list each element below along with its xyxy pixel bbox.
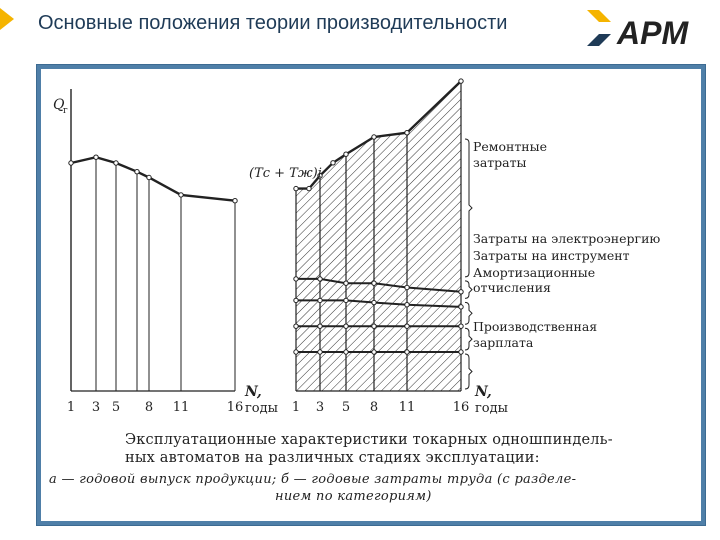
x-tick-label: 1: [292, 400, 300, 415]
data-point: [317, 276, 323, 282]
data-point: [293, 185, 299, 192]
x-axis-label: N,: [474, 384, 492, 400]
y-axis-label: Q: [53, 97, 65, 113]
category-label-wages: зарплата: [473, 335, 534, 350]
boundary-electricity: [296, 277, 462, 293]
data-point: [317, 323, 323, 329]
data-point: [146, 174, 152, 181]
data-point: [371, 349, 377, 355]
data-point: [113, 160, 119, 166]
data-point: [404, 302, 410, 308]
data-point: [404, 349, 410, 355]
caption-main-line-1: Эксплуатационные характеристики токарных…: [125, 432, 613, 448]
x-tick-label: 3: [316, 400, 324, 415]
boundary-tools: [296, 299, 462, 308]
data-point: [458, 78, 464, 84]
category-label-amortization: отчисления: [473, 280, 551, 295]
bracket-electricity: [464, 280, 473, 299]
x-tick-label: 8: [370, 400, 378, 415]
x-axis-label-unit: годы: [245, 401, 278, 416]
data-point: [371, 280, 377, 286]
category-label-tools: Затраты на инструмент: [473, 248, 630, 263]
bracket-wages: [464, 353, 473, 390]
x-tick-label: 5: [112, 400, 120, 415]
annotation-label: (Tс + Tж)i: [249, 166, 322, 181]
cost-area-hatch: [296, 81, 461, 391]
caption-legend-line-1: а — годовой выпуск продукции; б — годовы…: [49, 472, 577, 487]
x-axis-label-unit: годы: [475, 401, 508, 416]
logo-chevron-lower: [587, 34, 611, 46]
x-tick-label: 5: [342, 400, 350, 415]
chart-annual-output: Qг 1 3 5 8 11 16N,годы: [53, 89, 278, 416]
chart-labor-costs: (Tс + Tж)i 1 3 5 8 11 16 N,годы Ремонтныезатраты…: [249, 78, 660, 416]
apm-logo: APM: [587, 10, 689, 50]
boundary-repair: [296, 80, 462, 190]
data-point: [317, 173, 323, 179]
figure-caption: Эксплуатационные характеристики токарных…: [43, 431, 699, 505]
data-point: [93, 154, 99, 160]
data-point: [330, 160, 336, 166]
x-tick-label: 11: [173, 400, 190, 415]
data-point: [293, 323, 299, 329]
y-axis-label-subscript: г: [63, 106, 68, 116]
data-point: [404, 284, 410, 291]
data-point: [343, 323, 349, 329]
data-point: [178, 192, 184, 198]
data-point: [293, 297, 299, 304]
bracket-repair: [464, 138, 473, 278]
x-tick-label: 3: [92, 400, 100, 415]
data-point: [306, 185, 312, 192]
data-point: [404, 323, 410, 329]
data-point: [293, 349, 299, 355]
arrow-marker-icon: [0, 8, 14, 30]
x-tick-label: 16: [453, 400, 470, 415]
caption-legend-line-2: нием по категориям): [275, 489, 432, 504]
bracket-amortization: [464, 327, 473, 351]
bracket-tools: [464, 301, 473, 325]
category-label-wages: Производственная: [473, 319, 597, 334]
x-axis-label: N,: [244, 384, 262, 400]
logo-text: APM: [616, 15, 689, 50]
category-label-repair: затраты: [473, 155, 527, 170]
data-point: [343, 151, 349, 157]
slide-header: Основные положения теории производительн…: [0, 0, 720, 56]
data-point: [293, 276, 299, 282]
data-point: [371, 134, 377, 140]
x-tick-label: 1: [67, 400, 75, 415]
data-point: [371, 323, 377, 329]
data-point: [404, 130, 410, 136]
caption-main-line-2: ных автоматов на различных стадиях экспл…: [125, 450, 540, 466]
figure-svg: Qг1 3 5 8 11 16N,годы (Tс + Tж)i1 3 5 8 11 16N,год…: [53, 78, 660, 416]
category-label-amortization: Амортизационные: [473, 265, 595, 280]
x-tick-label: 8: [145, 400, 153, 415]
data-point: [343, 280, 349, 286]
category-label-electricity: Затраты на электроэнергию: [473, 231, 660, 246]
data-point: [232, 198, 238, 204]
slide-title: Основные положения теории производительн…: [38, 12, 508, 34]
category-label-repair: Ремонтные: [473, 139, 547, 154]
data-point: [458, 323, 464, 329]
data-point: [343, 349, 349, 355]
data-point: [458, 304, 464, 310]
logo-chevron-upper: [587, 10, 611, 22]
caption-legend: а — годовой выпуск продукции; б — годовы…: [43, 471, 699, 505]
data-point: [343, 297, 349, 304]
data-point: [68, 160, 74, 166]
data-point: [458, 349, 464, 355]
data-point: [134, 169, 140, 175]
data-point: [371, 299, 377, 306]
x-tick-label: 16: [227, 400, 244, 415]
x-tick-label: 11: [399, 400, 416, 415]
data-point: [458, 289, 464, 295]
data-point: [317, 297, 323, 304]
data-point: [317, 349, 323, 355]
